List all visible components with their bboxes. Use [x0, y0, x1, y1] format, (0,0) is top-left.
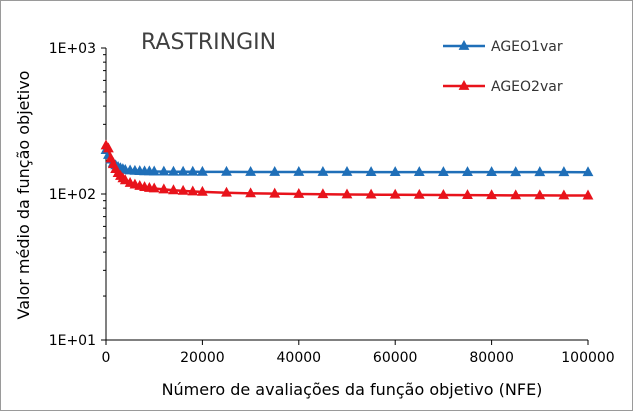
data-point: [269, 187, 281, 198]
data-point: [158, 165, 170, 176]
data-point: [245, 187, 256, 198]
data-point: [317, 188, 329, 199]
chart-title: RASTRINGIN: [141, 30, 276, 55]
chart-ticks: 1E+01 1E+02 1E+03 0 20000 40000 60000 80000 1000…: [49, 41, 615, 366]
data-point: [293, 188, 305, 198]
y-tick-label: 1E+01: [49, 333, 96, 349]
data-point: [510, 189, 522, 200]
legend-item: AGEO1var: [443, 39, 563, 55]
data-point: [221, 165, 232, 176]
legend-label: AGEO2var: [491, 79, 563, 95]
data-point: [438, 189, 449, 199]
x-tick-label: 20000: [180, 350, 225, 366]
data-point: [462, 189, 473, 200]
data-point: [293, 165, 305, 176]
y-axis-title: Valor médio da função objetivo: [14, 71, 33, 320]
x-tick-label: 60000: [373, 350, 418, 366]
data-point: [103, 142, 114, 153]
data-point: [187, 185, 199, 196]
data-point: [365, 166, 377, 176]
data-point: [389, 188, 401, 199]
y-tick-label: 1E+02: [49, 187, 96, 203]
data-point: [438, 166, 449, 177]
data-point: [177, 184, 189, 195]
data-point: [486, 166, 497, 177]
data-point: [486, 189, 497, 200]
x-tick-label: 40000: [277, 350, 322, 366]
data-point: [413, 188, 425, 199]
data-point: [177, 165, 189, 176]
data-point: [510, 166, 522, 177]
data-point: [582, 166, 594, 177]
chart-legend: AGEO1var AGEO2var: [443, 39, 563, 95]
data-point: [187, 165, 199, 176]
data-point: [365, 188, 377, 199]
data-point: [558, 166, 570, 177]
data-point: [389, 166, 401, 176]
legend-label: AGEO1var: [491, 39, 563, 55]
legend-item: AGEO2var: [443, 79, 563, 95]
x-tick-label: 80000: [469, 350, 514, 366]
data-point: [158, 183, 170, 194]
data-point: [148, 165, 160, 176]
x-tick-label: 0: [102, 350, 111, 366]
x-axis-title: Número de avaliações da função objetivo …: [162, 380, 543, 399]
chart-series: [100, 139, 594, 200]
data-point: [558, 189, 570, 200]
series-ageo2var: [100, 139, 594, 200]
data-point: [197, 185, 208, 196]
data-point: [341, 188, 353, 199]
data-point: [269, 165, 281, 176]
data-point: [341, 166, 353, 176]
data-point: [221, 186, 232, 197]
data-point: [462, 166, 473, 177]
data-point: [413, 166, 425, 176]
data-point: [534, 166, 546, 177]
data-point: [582, 189, 594, 200]
x-tick-label: 100000: [561, 350, 614, 366]
legend-marker: [458, 40, 470, 50]
data-point: [245, 165, 256, 176]
data-point: [168, 165, 179, 176]
data-point: [317, 166, 329, 176]
y-tick-label: 1E+03: [49, 41, 96, 57]
data-point: [148, 182, 160, 193]
legend-marker: [458, 80, 470, 90]
data-point: [534, 189, 546, 200]
data-point: [168, 184, 179, 195]
data-point: [197, 165, 208, 176]
series-ageo1var: [100, 144, 594, 177]
